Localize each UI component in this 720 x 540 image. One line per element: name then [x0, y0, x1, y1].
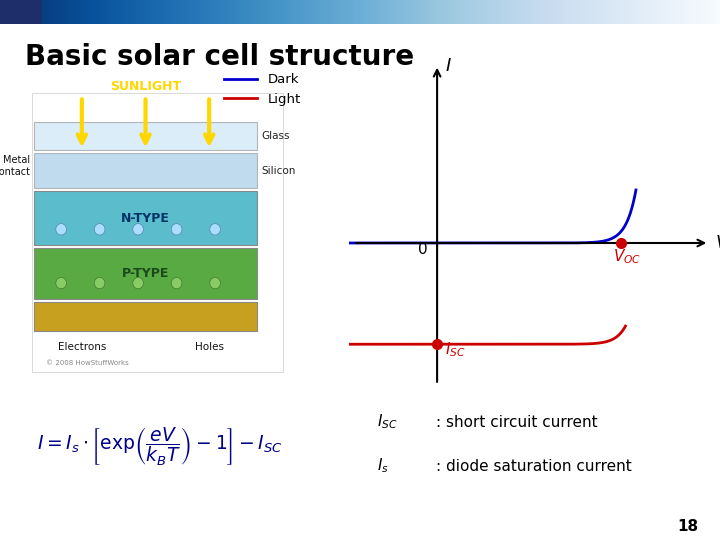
- Text: Holes: Holes: [194, 341, 224, 352]
- Circle shape: [94, 224, 105, 235]
- FancyBboxPatch shape: [32, 93, 283, 372]
- Bar: [0, 0, 40, 24]
- Text: $I = I_s \cdot \left[ \exp\!\left(\dfrac{eV}{k_B T}\right) - 1 \right] - I_{SC}$: $I = I_s \cdot \left[ \exp\!\left(\dfrac…: [37, 426, 283, 468]
- Circle shape: [210, 224, 220, 235]
- Circle shape: [171, 224, 182, 235]
- FancyBboxPatch shape: [35, 122, 256, 150]
- Text: $I_s$: $I_s$: [377, 457, 389, 475]
- Text: $I_{SC}$: $I_{SC}$: [377, 413, 398, 431]
- Text: $V_{OC}$: $V_{OC}$: [613, 247, 641, 266]
- Text: © 2008 HowStuffWorks: © 2008 HowStuffWorks: [46, 360, 129, 366]
- Text: Metal
Contact: Metal Contact: [0, 155, 30, 177]
- Text: Electrons: Electrons: [58, 341, 106, 352]
- Circle shape: [132, 224, 143, 235]
- Text: SUNLIGHT: SUNLIGHT: [110, 80, 181, 93]
- Text: $I_{SC}$: $I_{SC}$: [446, 340, 466, 359]
- Circle shape: [56, 278, 66, 289]
- Text: Glass: Glass: [261, 131, 289, 141]
- Circle shape: [56, 224, 66, 235]
- Text: Basic solar cell structure: Basic solar cell structure: [25, 43, 414, 71]
- FancyBboxPatch shape: [35, 191, 256, 245]
- Circle shape: [210, 278, 220, 289]
- FancyBboxPatch shape: [35, 248, 256, 299]
- Circle shape: [171, 278, 182, 289]
- Text: P-TYPE: P-TYPE: [122, 267, 169, 280]
- Text: $V$: $V$: [716, 234, 720, 252]
- Text: Silicon: Silicon: [261, 166, 295, 176]
- Text: 0: 0: [418, 242, 427, 258]
- Legend: Dark, Light: Dark, Light: [219, 68, 306, 111]
- Text: $I$: $I$: [446, 57, 452, 75]
- Text: : diode saturation current: : diode saturation current: [436, 458, 631, 474]
- Text: 18: 18: [677, 519, 698, 534]
- FancyBboxPatch shape: [35, 302, 256, 330]
- Circle shape: [132, 278, 143, 289]
- FancyBboxPatch shape: [35, 153, 256, 188]
- Text: N-TYPE: N-TYPE: [121, 212, 170, 225]
- Circle shape: [94, 278, 105, 289]
- Text: : short circuit current: : short circuit current: [436, 415, 598, 429]
